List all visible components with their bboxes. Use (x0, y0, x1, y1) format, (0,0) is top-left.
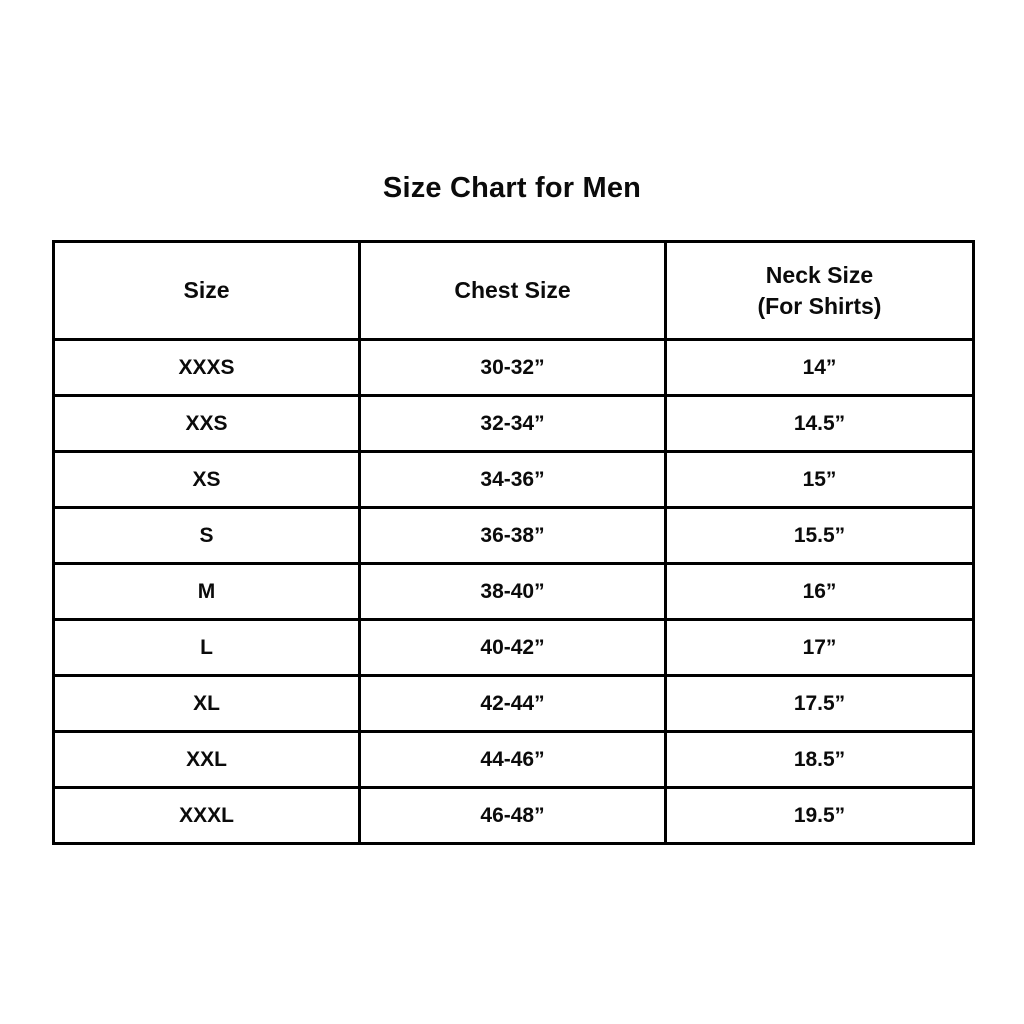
cell-neck: 18.5” (664, 730, 975, 789)
cell-neck: 17.5” (664, 674, 975, 733)
table-row: XL 42-44” 17.5” (52, 674, 975, 733)
cell-size: XXL (52, 730, 361, 789)
table-row: XXL 44-46” 18.5” (52, 730, 975, 789)
cell-size: M (52, 562, 361, 621)
cell-neck: 17” (664, 618, 975, 677)
table-body: XXXS 30-32” 14” XXS 32-34” 14.5” XS 34-3… (52, 338, 975, 845)
column-header-neck-size: Neck Size (For Shirts) (664, 240, 975, 341)
table-row: S 36-38” 15.5” (52, 506, 975, 565)
cell-chest: 36-38” (358, 506, 667, 565)
size-chart-table-container: Size Chest Size Neck Size (For Shirts) X… (52, 240, 975, 845)
column-header-neck-size-line-2: (For Shirts) (757, 292, 882, 319)
cell-chest: 44-46” (358, 730, 667, 789)
table-row: L 40-42” 17” (52, 618, 975, 677)
cell-size: S (52, 506, 361, 565)
size-chart-table: Size Chest Size Neck Size (For Shirts) X… (52, 240, 975, 845)
cell-neck: 16” (664, 562, 975, 621)
cell-chest: 40-42” (358, 618, 667, 677)
cell-chest: 32-34” (358, 394, 667, 453)
table-row: XXXS 30-32” 14” (52, 338, 975, 397)
cell-neck: 14” (664, 338, 975, 397)
cell-chest: 42-44” (358, 674, 667, 733)
cell-size: XS (52, 450, 361, 509)
cell-neck: 19.5” (664, 786, 975, 845)
cell-neck: 15.5” (664, 506, 975, 565)
cell-neck: 14.5” (664, 394, 975, 453)
cell-chest: 30-32” (358, 338, 667, 397)
cell-size: L (52, 618, 361, 677)
cell-chest: 46-48” (358, 786, 667, 845)
column-header-neck-size-line-1: Neck Size (765, 261, 874, 288)
column-header-chest-size: Chest Size (358, 240, 667, 341)
table-row: M 38-40” 16” (52, 562, 975, 621)
column-header-chest-size-line-1: Chest Size (454, 277, 571, 303)
column-header-size: Size (52, 240, 361, 341)
column-header-size-line-1: Size (183, 277, 230, 303)
cell-size: XXS (52, 394, 361, 453)
page-title: Size Chart for Men (382, 172, 642, 204)
table-header-row: Size Chest Size Neck Size (For Shirts) (52, 240, 975, 341)
cell-neck: 15” (664, 450, 975, 509)
table-header: Size Chest Size Neck Size (For Shirts) (52, 240, 975, 341)
cell-size: XXXL (52, 786, 361, 845)
cell-chest: 34-36” (358, 450, 667, 509)
cell-size: XXXS (52, 338, 361, 397)
cell-size: XL (52, 674, 361, 733)
table-row: XXXL 46-48” 19.5” (52, 786, 975, 845)
cell-chest: 38-40” (358, 562, 667, 621)
table-row: XS 34-36” 15” (52, 450, 975, 509)
table-row: XXS 32-34” 14.5” (52, 394, 975, 453)
